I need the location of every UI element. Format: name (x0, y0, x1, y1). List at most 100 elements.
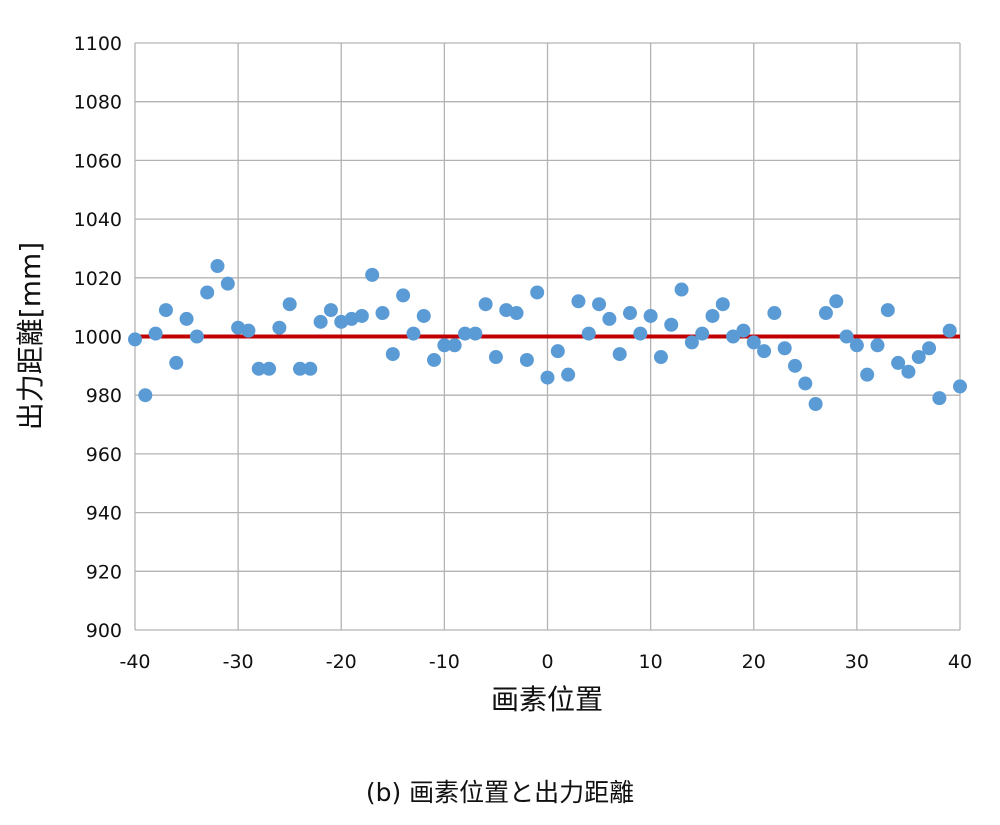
data-point (550, 344, 565, 359)
y-tick-label: 960 (86, 444, 122, 466)
data-point (705, 308, 720, 323)
data-point (128, 332, 142, 347)
data-point (323, 303, 338, 318)
data-point (674, 282, 689, 297)
x-axis-title: 画素位置 (491, 683, 603, 716)
data-point (798, 376, 813, 391)
data-point (684, 335, 699, 350)
data-point (354, 308, 369, 323)
data-point (870, 338, 885, 353)
data-point (396, 288, 411, 303)
x-tick-label: 40 (948, 651, 972, 673)
data-point (891, 355, 906, 370)
data-point (777, 341, 792, 356)
data-point (478, 297, 493, 312)
figure-caption: (b) 画素位置と出力距離 (366, 778, 634, 807)
data-point (385, 347, 400, 362)
data-point (726, 329, 741, 344)
data-point (148, 326, 163, 341)
data-point (313, 314, 328, 329)
x-tick-label: -10 (429, 651, 460, 673)
y-tick-label: 1000 (74, 327, 122, 349)
data-point (592, 297, 607, 312)
tick-labels: -40 -30 -20 -10 0 10 20 30 409009209409609801000… (74, 33, 972, 673)
data-point (602, 311, 617, 326)
x-tick-label: -20 (326, 651, 357, 673)
x-tick-label: -40 (119, 651, 150, 673)
data-point (200, 285, 215, 300)
data-point (303, 361, 318, 376)
data-point (375, 306, 390, 321)
data-point (519, 352, 534, 367)
data-point (262, 361, 277, 376)
data-point (468, 326, 483, 341)
data-point (365, 267, 380, 282)
data-point (571, 294, 586, 309)
data-point (427, 352, 442, 367)
data-point (272, 320, 287, 335)
data-point (561, 367, 576, 382)
y-tick-label: 1080 (74, 92, 122, 114)
data-point (767, 306, 782, 321)
x-tick-label: 30 (845, 651, 869, 673)
data-points (128, 259, 967, 412)
data-point (220, 276, 235, 291)
data-point (736, 323, 751, 338)
data-point (664, 317, 679, 332)
data-point (251, 361, 266, 376)
y-tick-label: 1020 (74, 268, 122, 290)
data-point (849, 338, 864, 353)
data-point (189, 329, 204, 344)
data-point (788, 358, 802, 373)
data-point (653, 350, 668, 365)
data-point (839, 329, 854, 344)
y-tick-label: 1100 (74, 33, 122, 55)
x-tick-label: 10 (639, 651, 663, 673)
data-point (509, 306, 524, 321)
data-point (282, 297, 297, 312)
data-point (695, 326, 710, 341)
data-point (623, 306, 637, 321)
data-point (138, 388, 153, 403)
data-point (643, 308, 658, 323)
data-point (540, 370, 555, 385)
data-point (953, 379, 967, 394)
data-point (880, 303, 895, 318)
data-point (911, 350, 926, 365)
data-point (922, 341, 937, 356)
data-point (633, 326, 648, 341)
x-tick-label: 0 (541, 651, 553, 673)
data-point (829, 294, 844, 309)
data-point (447, 338, 462, 353)
data-point (241, 323, 256, 338)
data-point (488, 350, 503, 365)
y-tick-label: 980 (86, 385, 122, 407)
data-point (530, 285, 545, 300)
data-point (715, 297, 730, 312)
gridlines (134, 42, 961, 631)
data-point (416, 308, 431, 323)
data-point (818, 306, 833, 321)
y-tick-label: 1040 (74, 209, 122, 231)
data-point (746, 335, 761, 350)
data-point (808, 397, 823, 412)
data-point (860, 367, 875, 382)
data-point (932, 391, 947, 406)
data-point (581, 326, 596, 341)
y-tick-label: 900 (86, 620, 122, 642)
data-point (179, 311, 194, 326)
y-axis-title: 出力距離[mm] (14, 242, 47, 430)
y-tick-label: 940 (86, 503, 122, 525)
data-point (406, 326, 421, 341)
data-point (158, 303, 173, 318)
data-point (612, 347, 627, 362)
data-point (901, 364, 916, 379)
data-point (169, 355, 184, 370)
x-tick-label: -30 (223, 651, 254, 673)
y-tick-label: 920 (86, 561, 122, 583)
data-point (437, 338, 452, 353)
data-point (942, 323, 957, 338)
x-tick-label: 20 (742, 651, 766, 673)
y-tick-label: 1060 (74, 150, 122, 172)
